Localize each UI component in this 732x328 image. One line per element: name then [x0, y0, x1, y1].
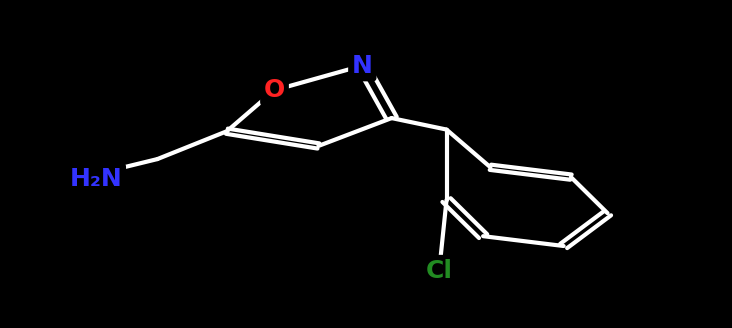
Text: N: N	[352, 53, 373, 78]
Text: O: O	[264, 78, 285, 102]
Text: H₂N: H₂N	[70, 167, 122, 191]
Text: Cl: Cl	[426, 258, 452, 283]
